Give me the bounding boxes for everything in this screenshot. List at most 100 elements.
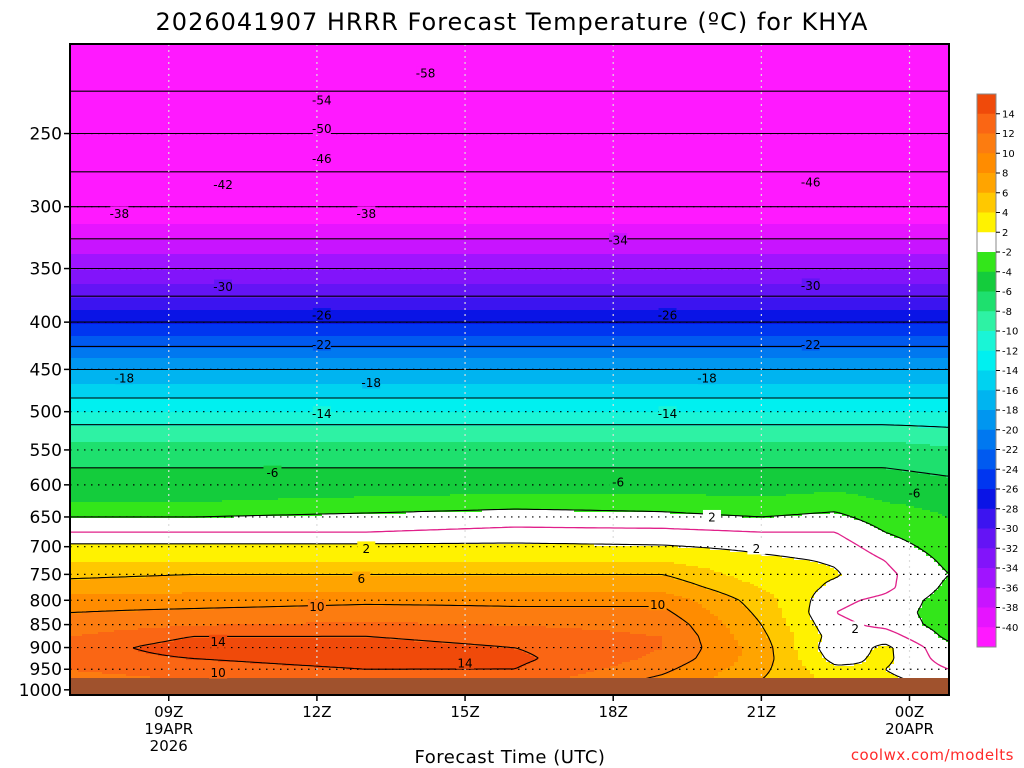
temperature-cell [426, 348, 431, 359]
temperature-cell [282, 398, 287, 413]
temperature-cell [358, 298, 363, 311]
temperature-cell [366, 324, 371, 337]
temperature-cell [678, 412, 683, 427]
temperature-cell [486, 298, 491, 311]
temperature-cell [558, 562, 563, 577]
temperature-cell [226, 270, 231, 285]
temperature-cell [190, 468, 195, 503]
temperature-cell [426, 642, 431, 671]
temperature-cell [710, 442, 715, 469]
temperature-cell [682, 398, 687, 413]
temperature-cell [650, 284, 655, 299]
temperature-cell [210, 284, 215, 299]
temperature-cell [642, 426, 647, 443]
temperature-cell [262, 592, 267, 609]
temperature-cell [450, 544, 455, 563]
temperature-cell [482, 324, 487, 337]
temperature-cell [706, 358, 711, 371]
temperature-cell [610, 224, 615, 241]
temperature-cell [82, 398, 87, 413]
temperature-cell [302, 398, 307, 413]
temperature-cell [398, 310, 403, 325]
temperature-cell [410, 370, 415, 385]
temperature-cell [498, 648, 503, 671]
temperature-cell [230, 336, 235, 349]
temperature-cell [218, 502, 223, 519]
temperature-cell [342, 426, 347, 443]
temperature-cell [522, 666, 527, 685]
temperature-cell [286, 468, 291, 499]
temperature-cell [510, 310, 515, 325]
temperature-cell [294, 44, 299, 225]
temperature-cell [494, 370, 499, 385]
temperature-cell [138, 336, 143, 349]
temperature-cell [406, 496, 411, 513]
temperature-cell [90, 442, 95, 469]
temperature-cell [278, 336, 283, 349]
temperature-cell [502, 358, 507, 371]
temperature-cell [186, 610, 191, 627]
temperature-cell [474, 310, 479, 325]
temperature-cell [330, 468, 335, 499]
temperature-cell [586, 298, 591, 311]
temperature-cell [478, 284, 483, 299]
temperature-cell [78, 254, 83, 271]
temperature-cell [314, 668, 319, 685]
temperature-cell [78, 240, 83, 255]
temperature-cell [150, 544, 155, 563]
temperature-cell [406, 254, 411, 271]
temperature-cell [142, 502, 147, 519]
temperature-cell [362, 298, 367, 311]
temperature-cell [238, 662, 243, 683]
temperature-cell [318, 254, 323, 271]
temperature-cell [546, 494, 551, 511]
temperature-cell [486, 646, 491, 671]
temperature-cell [646, 512, 651, 547]
temperature-cell [670, 594, 675, 615]
temperature-cell [342, 298, 347, 311]
temperature-cell [742, 270, 747, 285]
temperature-cell [718, 426, 723, 443]
temperature-cell [150, 270, 155, 285]
temperature-cell [250, 576, 255, 593]
temperature-cell [698, 384, 703, 399]
temperature-cell [74, 518, 79, 545]
temperature-cell [102, 254, 107, 271]
temperature-cell [310, 516, 315, 545]
temperature-cell [346, 592, 351, 607]
temperature-cell [218, 518, 223, 545]
temperature-cell [622, 324, 627, 337]
temperature-cell [122, 562, 127, 579]
temperature-cell [606, 546, 611, 563]
temperature-cell [662, 44, 667, 225]
temperature-cell [86, 612, 91, 635]
temperature-cell [298, 544, 303, 563]
temperature-cell [582, 348, 587, 359]
temperature-cell [646, 562, 651, 577]
temperature-cell [214, 370, 219, 385]
temperature-cell [78, 270, 83, 285]
temperature-cell [718, 44, 723, 225]
temperature-cell [630, 442, 635, 469]
temperature-cell [94, 348, 99, 359]
temperature-cell [222, 426, 227, 443]
temperature-cell [226, 224, 231, 241]
temperature-cell [298, 284, 303, 299]
temperature-cell [634, 384, 639, 399]
temperature-cell [158, 518, 163, 545]
temperature-cell [586, 44, 591, 225]
temperature-cell [274, 442, 279, 469]
temperature-cell [726, 596, 731, 629]
temperature-cell [94, 412, 99, 427]
temperature-cell [714, 412, 719, 427]
temperature-cell [402, 468, 407, 497]
temperature-cell [90, 270, 95, 285]
temperature-cell [694, 310, 699, 325]
temperature-cell [662, 270, 667, 285]
temperature-cell [266, 44, 271, 225]
temperature-cell [182, 468, 187, 503]
temperature-cell [462, 384, 467, 399]
temperature-cell [418, 310, 423, 325]
temperature-cell [106, 224, 111, 241]
temperature-cell [90, 562, 95, 579]
